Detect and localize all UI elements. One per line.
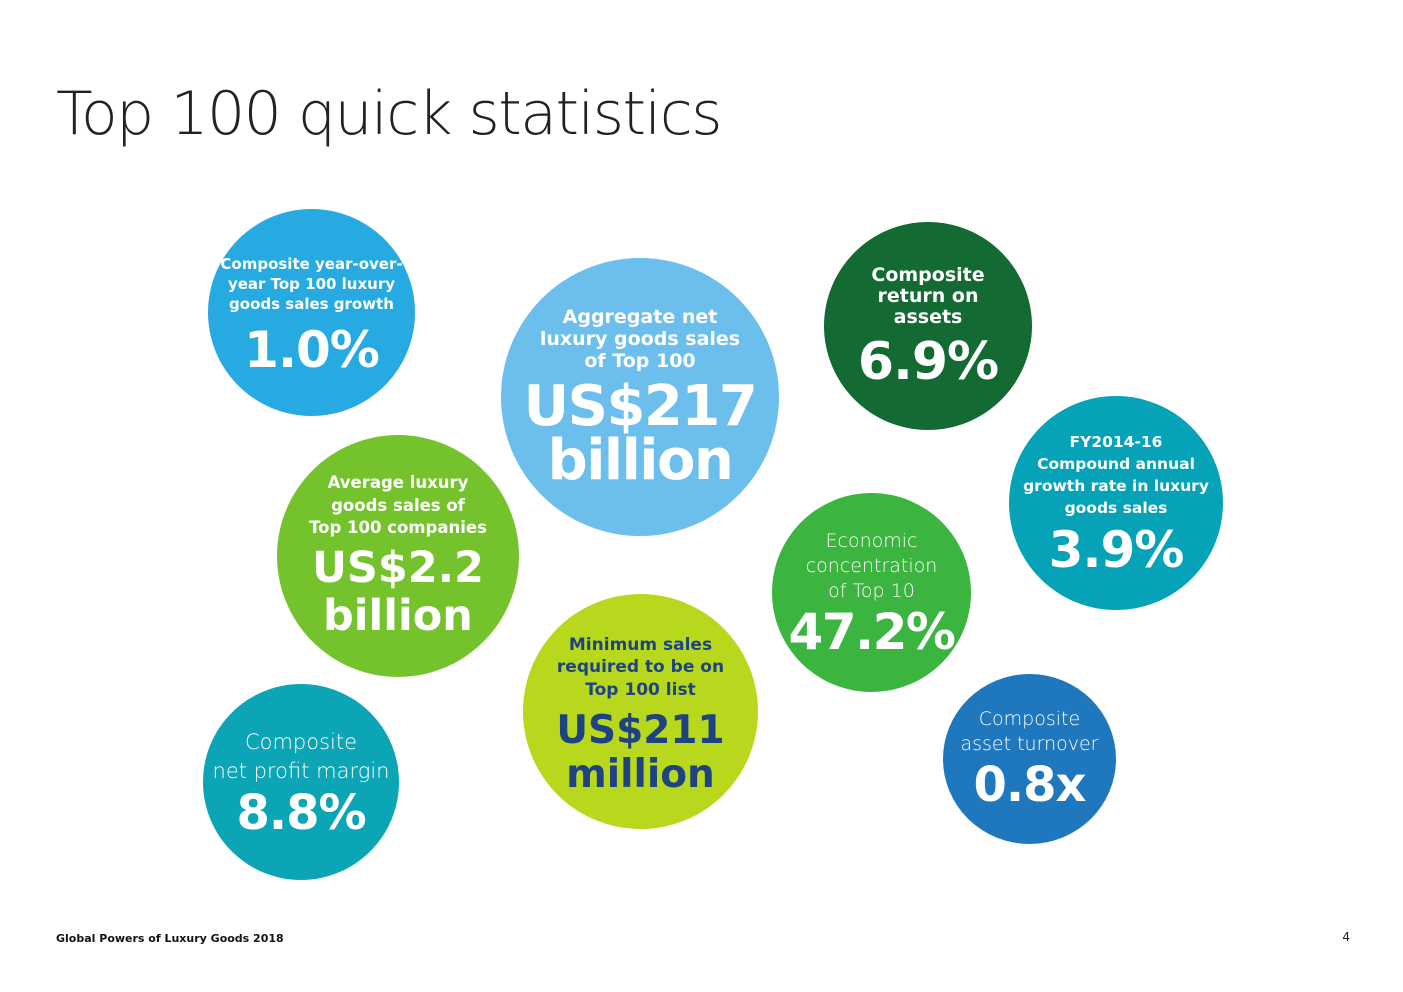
stat-bubble-return-on-assets: Composite return on assets 6.9% <box>824 222 1032 430</box>
stat-label: FY2014-16 Compound annual growth rate in… <box>1023 433 1209 517</box>
stat-value: 47.2% <box>788 603 956 661</box>
stat-value: 8.8% <box>236 785 366 841</box>
stat-bubble-economic-concentration: Economic concentration of Top 10 47.2% <box>772 493 971 692</box>
page-title: Top 100 quick statistics <box>56 79 722 149</box>
stat-bubble-minimum-sales: Minimum sales required to be on Top 100 … <box>523 594 758 829</box>
stat-bubble-average-sales: Average luxury goods sales of Top 100 co… <box>277 435 519 677</box>
stat-label: Average luxury goods sales of Top 100 co… <box>309 473 487 538</box>
page-number: 4 <box>1342 930 1350 944</box>
stat-value: US$217 billion <box>523 374 758 493</box>
stat-label: Economic concentration of Top 10 <box>805 530 938 602</box>
stat-value: US$211 million <box>556 708 725 798</box>
stat-label: Composite net profit margin <box>212 730 390 783</box>
stat-label: Composite asset turnover <box>960 708 1099 755</box>
stat-value: 6.9% <box>857 331 999 392</box>
stat-value: 3.9% <box>1048 521 1185 579</box>
stat-bubble-asset-turnover: Composite asset turnover 0.8x <box>943 674 1116 844</box>
stat-label: Composite year-over- year Top 100 luxury… <box>220 254 403 313</box>
stat-bubble-net-profit-margin: Composite net profit margin 8.8% <box>203 684 399 880</box>
footer-publication-title: Global Powers of Luxury Goods 2018 <box>56 932 284 945</box>
stat-bubble-sales-growth: Composite year-over- year Top 100 luxury… <box>208 209 415 416</box>
stat-label: Composite return on assets <box>871 263 985 328</box>
stat-value: 1.0% <box>244 320 380 379</box>
stat-value: 0.8x <box>973 757 1087 813</box>
stat-bubble-aggregate-sales: Aggregate net luxury goods sales of Top … <box>501 258 779 536</box>
stat-label: Aggregate net luxury goods sales of Top … <box>539 306 741 372</box>
stat-label: Minimum sales required to be on Top 100 … <box>556 634 725 700</box>
stat-bubble-cagr: FY2014-16 Compound annual growth rate in… <box>1009 396 1223 610</box>
stat-value: US$2.2 billion <box>312 542 484 641</box>
